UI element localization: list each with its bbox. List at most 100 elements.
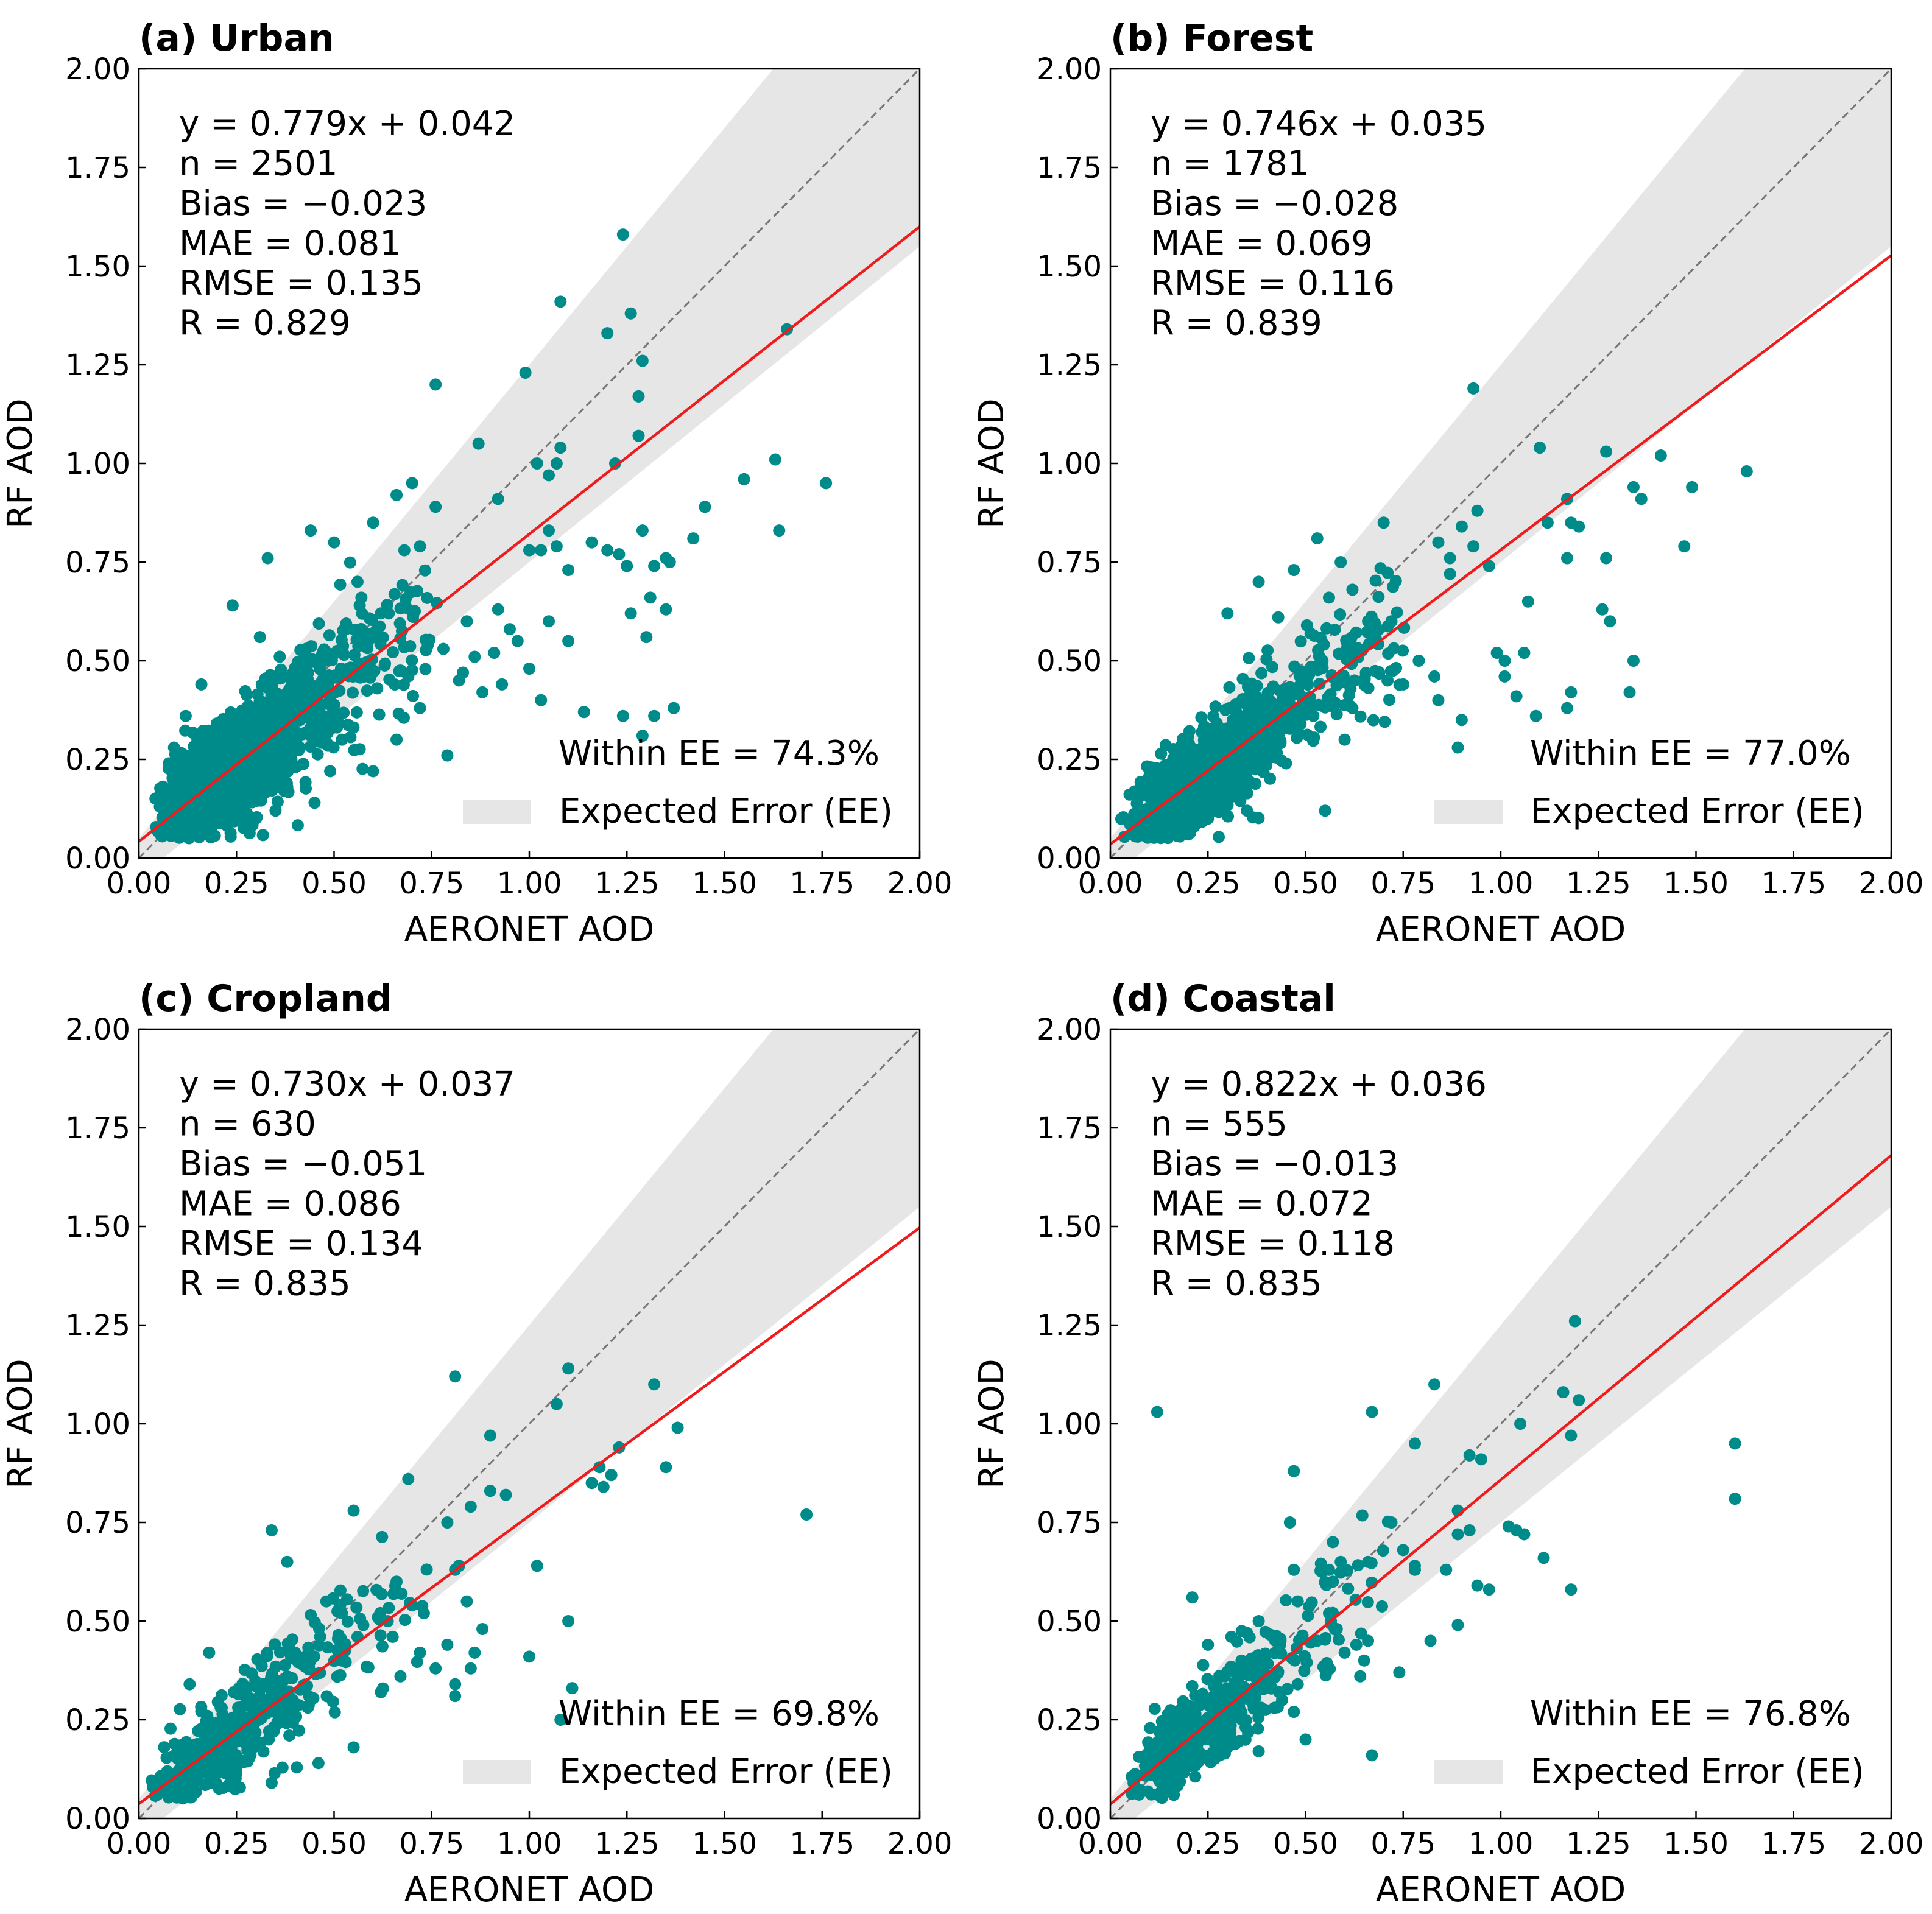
data-point [1740,465,1753,477]
data-point [1266,1682,1278,1695]
data-point [1186,1591,1199,1604]
data-point [1193,759,1206,772]
data-point [1372,591,1385,603]
stat-line: R = 0.839 [1151,304,1322,343]
data-point [1467,540,1480,553]
y-tick-label: 0.00 [65,842,130,876]
legend-ee-swatch [463,1760,531,1784]
data-point [291,819,304,832]
data-point [176,1792,189,1805]
data-point [1244,776,1257,789]
stat-line: y = 0.822x + 0.036 [1151,1064,1487,1104]
x-axis-label: AERONET AOD [404,1870,654,1910]
data-point [265,769,278,782]
y-tick-label: 0.25 [65,743,130,777]
data-point [585,1477,598,1490]
data-point [328,1706,341,1719]
y-tick-label: 1.50 [65,1210,130,1244]
data-point [359,635,372,647]
data-point [1385,1516,1398,1529]
data-point [1424,1634,1437,1647]
y-tick-label: 1.25 [65,1309,130,1343]
data-point [468,650,481,663]
data-point [336,1607,348,1620]
data-point [1209,700,1222,713]
data-point [183,1678,196,1691]
legend-ee-swatch [1434,800,1503,824]
data-point [1282,685,1295,698]
data-point [1241,680,1254,693]
panel-2: 0.000.00 0.25 0.25 0.50 0.50 0.75 0.75 1.00 1.00… [1,977,952,1910]
data-point [1635,493,1648,505]
data-point [1432,694,1445,706]
data-point [261,552,274,565]
data-point [1220,722,1233,735]
data-point [292,1724,305,1737]
data-point [297,1679,310,1692]
data-point [1366,1749,1378,1762]
data-point [301,659,314,672]
data-point [1627,480,1640,493]
data-point [1144,767,1157,779]
data-point [376,1530,389,1543]
data-point [328,536,340,549]
data-point [182,750,194,762]
data-point [1330,1622,1343,1635]
data-point [402,1472,415,1485]
data-point [286,743,299,756]
data-point [1342,1582,1355,1595]
data-point [1249,763,1262,776]
data-point [1128,789,1141,802]
data-point [1223,681,1236,694]
data-point [640,631,653,644]
plot-area [139,69,920,858]
data-point [334,578,347,591]
x-tick-label: 2.00 [887,867,953,901]
data-point [163,757,175,770]
data-point [457,666,470,679]
y-axis-label: RF AOD [972,398,1012,528]
data-point [1225,784,1238,797]
data-point [1252,1711,1265,1724]
panel-0: 0.000.00 0.25 0.25 0.50 0.50 0.75 0.75 1.00 1.00… [1,17,953,949]
data-point [1332,1633,1345,1646]
data-point [1362,1555,1375,1568]
data-point [550,457,563,470]
data-point [199,807,212,820]
data-point [1223,773,1236,786]
data-point [1218,1670,1231,1683]
data-point [360,1660,373,1673]
data-point [1151,1406,1163,1418]
data-point [1344,682,1357,695]
data-point [1288,1465,1300,1477]
data-point [174,1703,186,1715]
data-point [398,1614,411,1627]
data-point [409,605,421,617]
data-point [636,354,649,367]
data-point [253,1689,266,1702]
data-point [1352,1559,1364,1572]
data-point [331,1670,344,1683]
data-point [1172,1711,1185,1723]
data-point [242,720,255,733]
data-point [283,1729,296,1742]
data-point [1288,1654,1301,1667]
data-point [407,689,420,702]
data-point [1285,699,1297,712]
plot-area [139,1029,920,1818]
stat-line: MAE = 0.086 [179,1184,401,1224]
data-point [156,1773,169,1786]
y-tick-label: 0.75 [65,546,130,580]
data-point [1169,762,1182,775]
x-axis-label: AERONET AOD [1376,1870,1626,1910]
data-point [1239,1733,1252,1746]
data-point [1250,711,1263,723]
data-point [601,327,614,340]
data-point [1195,711,1208,724]
x-tick-label: 1.50 [1663,1827,1729,1861]
data-point [523,544,535,557]
data-point [1269,1630,1282,1642]
data-point [355,591,368,604]
data-point [1187,1745,1200,1758]
data-point [373,1613,386,1626]
